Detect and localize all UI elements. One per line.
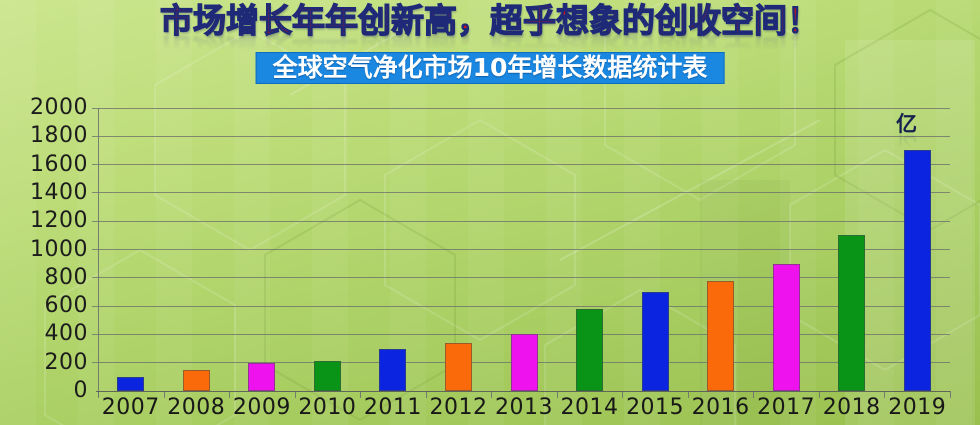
bar-2016 bbox=[707, 280, 735, 391]
gridline-800 bbox=[92, 277, 950, 279]
x-tick-label-2012: 2012 bbox=[429, 395, 488, 420]
y-tick-label-1000: 1000 bbox=[30, 236, 88, 262]
gridline-600 bbox=[92, 305, 950, 307]
x-axis-tick bbox=[163, 391, 165, 398]
bar-2012 bbox=[444, 342, 472, 391]
y-tick-label-600: 600 bbox=[44, 293, 88, 319]
gridline-1000 bbox=[92, 249, 950, 250]
headline-block: 市场增长年年创新高，超乎想象的创收空间！ 市场增长年年创新高，超乎想象的创收空间… bbox=[0, 1, 980, 68]
x-axis-tick bbox=[753, 391, 755, 398]
y-tick-label-800: 800 bbox=[44, 264, 88, 290]
x-axis-tick bbox=[425, 391, 427, 398]
bar-2008 bbox=[182, 369, 210, 391]
bar-2015 bbox=[641, 291, 669, 391]
gridline-1600 bbox=[92, 164, 950, 166]
y-tick-label-1200: 1200 bbox=[30, 208, 88, 234]
y-tick-label-1400: 1400 bbox=[30, 179, 88, 205]
x-tick-label-2014: 2014 bbox=[560, 395, 619, 420]
x-axis-tick bbox=[818, 391, 820, 398]
bar-2009 bbox=[248, 362, 276, 391]
x-axis-tick bbox=[622, 391, 624, 398]
x-tick-label-2015: 2015 bbox=[626, 395, 685, 420]
x-axis-tick bbox=[98, 391, 99, 398]
gridline-400 bbox=[92, 333, 950, 335]
plot-area bbox=[92, 107, 951, 398]
bar-2019 bbox=[903, 150, 931, 391]
gridline-1200 bbox=[92, 220, 950, 222]
bar-2010 bbox=[313, 361, 341, 391]
y-tick-label-2000: 2000 bbox=[30, 95, 88, 120]
x-axis-tick bbox=[294, 391, 296, 398]
x-tick-label-2017: 2017 bbox=[757, 395, 816, 420]
gridline-2000 bbox=[92, 107, 950, 109]
chart-title-banner: 全球空气净化市场10年增长数据统计表 bbox=[255, 52, 725, 84]
gridline-1400 bbox=[92, 192, 950, 194]
x-axis-line bbox=[96, 390, 950, 392]
bar-2014 bbox=[576, 308, 604, 391]
bar-2018 bbox=[838, 235, 866, 391]
x-tick-label-2008: 2008 bbox=[167, 395, 226, 420]
x-axis-tick bbox=[360, 391, 362, 398]
x-axis-tick bbox=[556, 391, 558, 398]
x-axis-tick bbox=[687, 391, 689, 398]
x-tick-label-2011: 2011 bbox=[363, 395, 422, 420]
x-tick-label-2009: 2009 bbox=[232, 395, 291, 420]
y-tick-label-400: 400 bbox=[44, 321, 88, 347]
y-tick-label-1800: 1800 bbox=[30, 123, 88, 149]
y-tick-label-1600: 1600 bbox=[30, 151, 88, 177]
x-tick-label-2018: 2018 bbox=[822, 395, 881, 420]
x-tick-label-2019: 2019 bbox=[888, 395, 947, 420]
x-axis-tick bbox=[950, 391, 951, 398]
bar-2013 bbox=[510, 334, 538, 391]
x-tick-label-2007: 2007 bbox=[101, 395, 160, 420]
y-axis-line bbox=[98, 108, 99, 397]
x-axis-tick bbox=[884, 391, 886, 398]
slide-title: 市场增长年年创新高，超乎想象的创收空间！ bbox=[159, 1, 820, 40]
x-axis-tick bbox=[229, 391, 231, 398]
x-tick-label-2016: 2016 bbox=[691, 395, 750, 420]
bar-2007 bbox=[117, 376, 145, 391]
unit-label: 亿 bbox=[896, 112, 917, 136]
x-tick-label-2013: 2013 bbox=[494, 395, 553, 420]
bar-2011 bbox=[379, 348, 407, 391]
y-tick-label-0: 0 bbox=[73, 378, 88, 403]
bar-2017 bbox=[772, 263, 800, 391]
y-tick-label-200: 200 bbox=[44, 349, 88, 375]
gridline-1800 bbox=[92, 135, 950, 137]
x-tick-label-2010: 2010 bbox=[298, 395, 357, 420]
x-axis-tick bbox=[491, 391, 493, 398]
